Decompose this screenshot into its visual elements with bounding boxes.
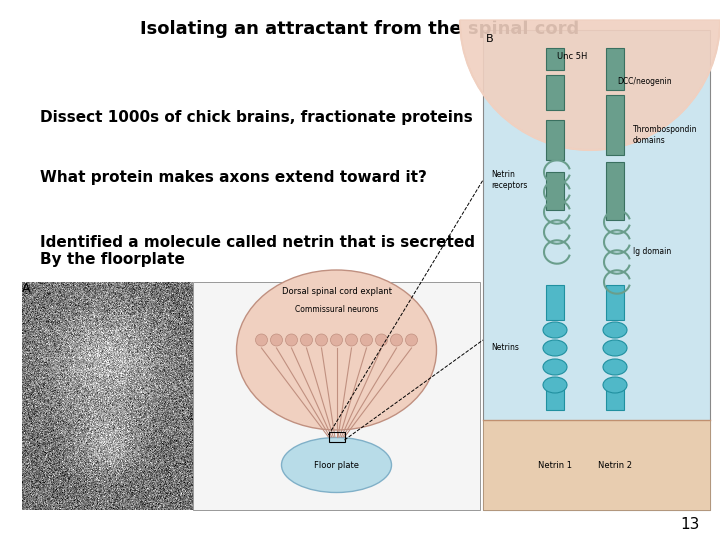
Bar	[546, 75, 564, 110]
Bar	[606, 48, 624, 90]
Text: DCC/neogenin: DCC/neogenin	[617, 78, 672, 86]
Text: Netrin 2: Netrin 2	[598, 461, 632, 469]
Circle shape	[315, 334, 328, 346]
Text: B: B	[486, 34, 494, 44]
Text: Netrins: Netrins	[491, 342, 519, 352]
Text: What protein makes axons extend toward it?: What protein makes axons extend toward i…	[40, 170, 427, 185]
Bar	[606, 162, 624, 220]
Ellipse shape	[543, 340, 567, 356]
Circle shape	[286, 334, 297, 346]
Polygon shape	[460, 20, 720, 150]
Text: Commissural neurons: Commissural neurons	[294, 305, 378, 314]
Text: Identified a molecule called netrin that is secreted
By the floorplate: Identified a molecule called netrin that…	[40, 235, 475, 267]
Bar	[546, 120, 564, 160]
Circle shape	[271, 334, 282, 346]
Circle shape	[256, 334, 268, 346]
Bar	[546, 380, 564, 410]
Text: 13: 13	[680, 517, 700, 532]
Text: Isolating an attractant from the spinal cord: Isolating an attractant from the spinal …	[140, 20, 580, 38]
Bar	[606, 380, 624, 410]
Text: Dorsal spinal cord explant: Dorsal spinal cord explant	[282, 287, 392, 296]
Ellipse shape	[282, 437, 392, 492]
Text: Floor plate: Floor plate	[314, 461, 359, 469]
Circle shape	[390, 334, 402, 346]
Ellipse shape	[543, 322, 567, 338]
Ellipse shape	[603, 377, 627, 393]
Circle shape	[330, 334, 343, 346]
Text: Netrin
receptors: Netrin receptors	[491, 170, 527, 190]
Circle shape	[361, 334, 372, 346]
Text: Ig domain: Ig domain	[633, 247, 671, 256]
Bar	[546, 48, 564, 70]
Ellipse shape	[236, 270, 436, 430]
Bar	[193, 282, 480, 510]
Bar	[606, 285, 624, 320]
Circle shape	[300, 334, 312, 346]
Ellipse shape	[603, 359, 627, 375]
Text: Dissect 1000s of chick brains, fractionate proteins: Dissect 1000s of chick brains, fractiona…	[40, 110, 473, 125]
Ellipse shape	[603, 322, 627, 338]
Bar	[606, 95, 624, 155]
Text: A: A	[22, 282, 30, 295]
Circle shape	[376, 334, 387, 346]
Ellipse shape	[603, 340, 627, 356]
Bar	[546, 172, 564, 210]
Text: Thrombospondin
domains: Thrombospondin domains	[633, 125, 698, 145]
Circle shape	[346, 334, 358, 346]
Ellipse shape	[543, 377, 567, 393]
Ellipse shape	[543, 359, 567, 375]
Bar	[546, 285, 564, 320]
Bar	[483, 30, 710, 510]
Bar	[483, 420, 710, 510]
Text: Unc 5H: Unc 5H	[557, 52, 588, 61]
Circle shape	[405, 334, 418, 346]
Bar	[328, 432, 344, 442]
Text: Netrin 1: Netrin 1	[538, 461, 572, 469]
